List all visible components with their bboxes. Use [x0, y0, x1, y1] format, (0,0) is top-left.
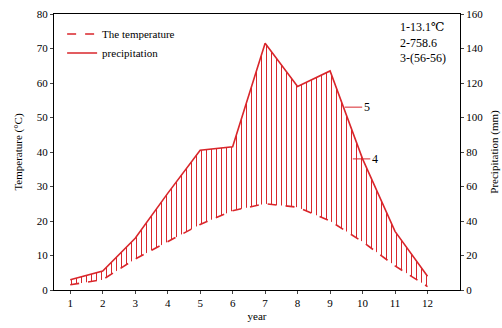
svg-text:1-13.1℃2-758.63-(56-56): 1-13.1℃2-758.63-(56-56) — [400, 20, 446, 65]
svg-text:20: 20 — [466, 249, 478, 261]
svg-text:20: 20 — [37, 215, 49, 227]
svg-text:precipitation: precipitation — [102, 47, 158, 59]
svg-text:50: 50 — [37, 111, 49, 123]
svg-text:60: 60 — [466, 180, 478, 192]
svg-text:8: 8 — [295, 297, 301, 309]
svg-text:4: 4 — [165, 297, 171, 309]
svg-text:Precipitation (mm): Precipitation (mm) — [488, 110, 501, 194]
svg-text:0: 0 — [42, 284, 48, 296]
svg-text:The temperature: The temperature — [102, 28, 174, 40]
svg-text:10: 10 — [37, 249, 49, 261]
svg-text:2: 2 — [100, 297, 106, 309]
svg-text:1: 1 — [67, 297, 73, 309]
svg-text:70: 70 — [37, 42, 49, 54]
svg-text:40: 40 — [466, 215, 478, 227]
svg-text:80: 80 — [466, 146, 478, 158]
svg-text:140: 140 — [466, 42, 483, 54]
svg-text:3: 3 — [132, 297, 138, 309]
svg-text:7: 7 — [262, 297, 268, 309]
svg-text:4: 4 — [372, 152, 378, 166]
svg-text:6: 6 — [230, 297, 236, 309]
svg-text:100: 100 — [466, 111, 483, 123]
svg-text:60: 60 — [37, 77, 49, 89]
svg-text:160: 160 — [466, 8, 483, 20]
svg-text:120: 120 — [466, 77, 483, 89]
svg-text:10: 10 — [357, 297, 369, 309]
svg-text:Temperature (°C): Temperature (°C) — [12, 113, 25, 191]
svg-text:year: year — [248, 310, 267, 322]
svg-text:5: 5 — [197, 297, 203, 309]
svg-text:11: 11 — [390, 297, 401, 309]
svg-text:5: 5 — [364, 100, 370, 114]
svg-text:12: 12 — [422, 297, 433, 309]
svg-text:30: 30 — [37, 180, 49, 192]
svg-text:9: 9 — [327, 297, 333, 309]
svg-text:0: 0 — [466, 284, 472, 296]
svg-text:80: 80 — [37, 8, 49, 20]
svg-text:40: 40 — [37, 146, 49, 158]
